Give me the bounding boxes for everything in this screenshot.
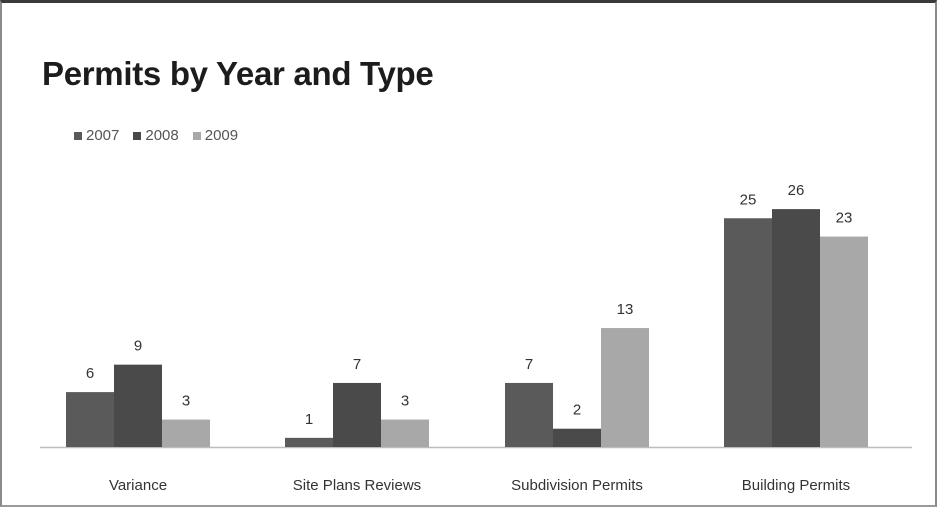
value-label-building-permits-2009: 23 bbox=[836, 210, 853, 227]
bar-site-plans-reviews-2007 bbox=[285, 437, 333, 447]
category-label-subdivision-permits: Subdivision Permits bbox=[511, 477, 643, 494]
legend-swatch-2007 bbox=[74, 131, 82, 140]
legend: 2007 2008 2009 bbox=[74, 127, 238, 144]
value-label-subdivision-permits-2007: 7 bbox=[525, 356, 533, 373]
bar-building-permits-2009 bbox=[820, 236, 868, 447]
value-label-building-permits-2007: 25 bbox=[740, 191, 757, 208]
category-label-building-permits: Building Permits bbox=[742, 477, 850, 494]
legend-label-2008: 2008 bbox=[145, 127, 179, 144]
value-label-variance-2008: 9 bbox=[134, 338, 142, 355]
bar-subdivision-permits-2007 bbox=[505, 382, 553, 447]
category-label-variance: Variance bbox=[109, 477, 167, 494]
value-label-variance-2007: 6 bbox=[86, 365, 94, 382]
value-label-subdivision-permits-2008: 2 bbox=[573, 402, 581, 419]
bar-site-plans-reviews-2008 bbox=[333, 382, 381, 447]
value-label-subdivision-permits-2009: 13 bbox=[617, 301, 634, 318]
category-label-site-plans-reviews: Site Plans Reviews bbox=[293, 477, 421, 494]
value-label-site-plans-reviews-2007: 1 bbox=[305, 411, 313, 428]
legend-item-2007: 2007 bbox=[74, 127, 119, 144]
value-label-variance-2009: 3 bbox=[182, 393, 190, 410]
bar-building-permits-2007 bbox=[724, 218, 772, 447]
legend-label-2007: 2007 bbox=[86, 127, 120, 144]
bar-subdivision-permits-2008 bbox=[553, 428, 601, 447]
chart-title: Permits by Year and Type bbox=[42, 55, 434, 92]
value-label-site-plans-reviews-2009: 3 bbox=[401, 393, 409, 410]
legend-swatch-2008 bbox=[133, 131, 142, 140]
bar-variance-2009 bbox=[162, 419, 210, 447]
legend-label-2009: 2009 bbox=[204, 127, 239, 144]
bar-variance-2008 bbox=[114, 364, 162, 447]
bar-site-plans-reviews-2009 bbox=[381, 419, 429, 447]
legend-item-2009: 2009 bbox=[192, 127, 239, 144]
bar-building-permits-2008 bbox=[772, 209, 820, 447]
value-label-building-permits-2008: 26 bbox=[788, 182, 805, 199]
legend-item-2008: 2008 bbox=[133, 127, 179, 144]
bar-subdivision-permits-2009 bbox=[601, 328, 649, 447]
bar-variance-2007 bbox=[66, 392, 114, 447]
legend-swatch-2009 bbox=[192, 131, 201, 140]
value-label-site-plans-reviews-2008: 7 bbox=[353, 356, 361, 373]
